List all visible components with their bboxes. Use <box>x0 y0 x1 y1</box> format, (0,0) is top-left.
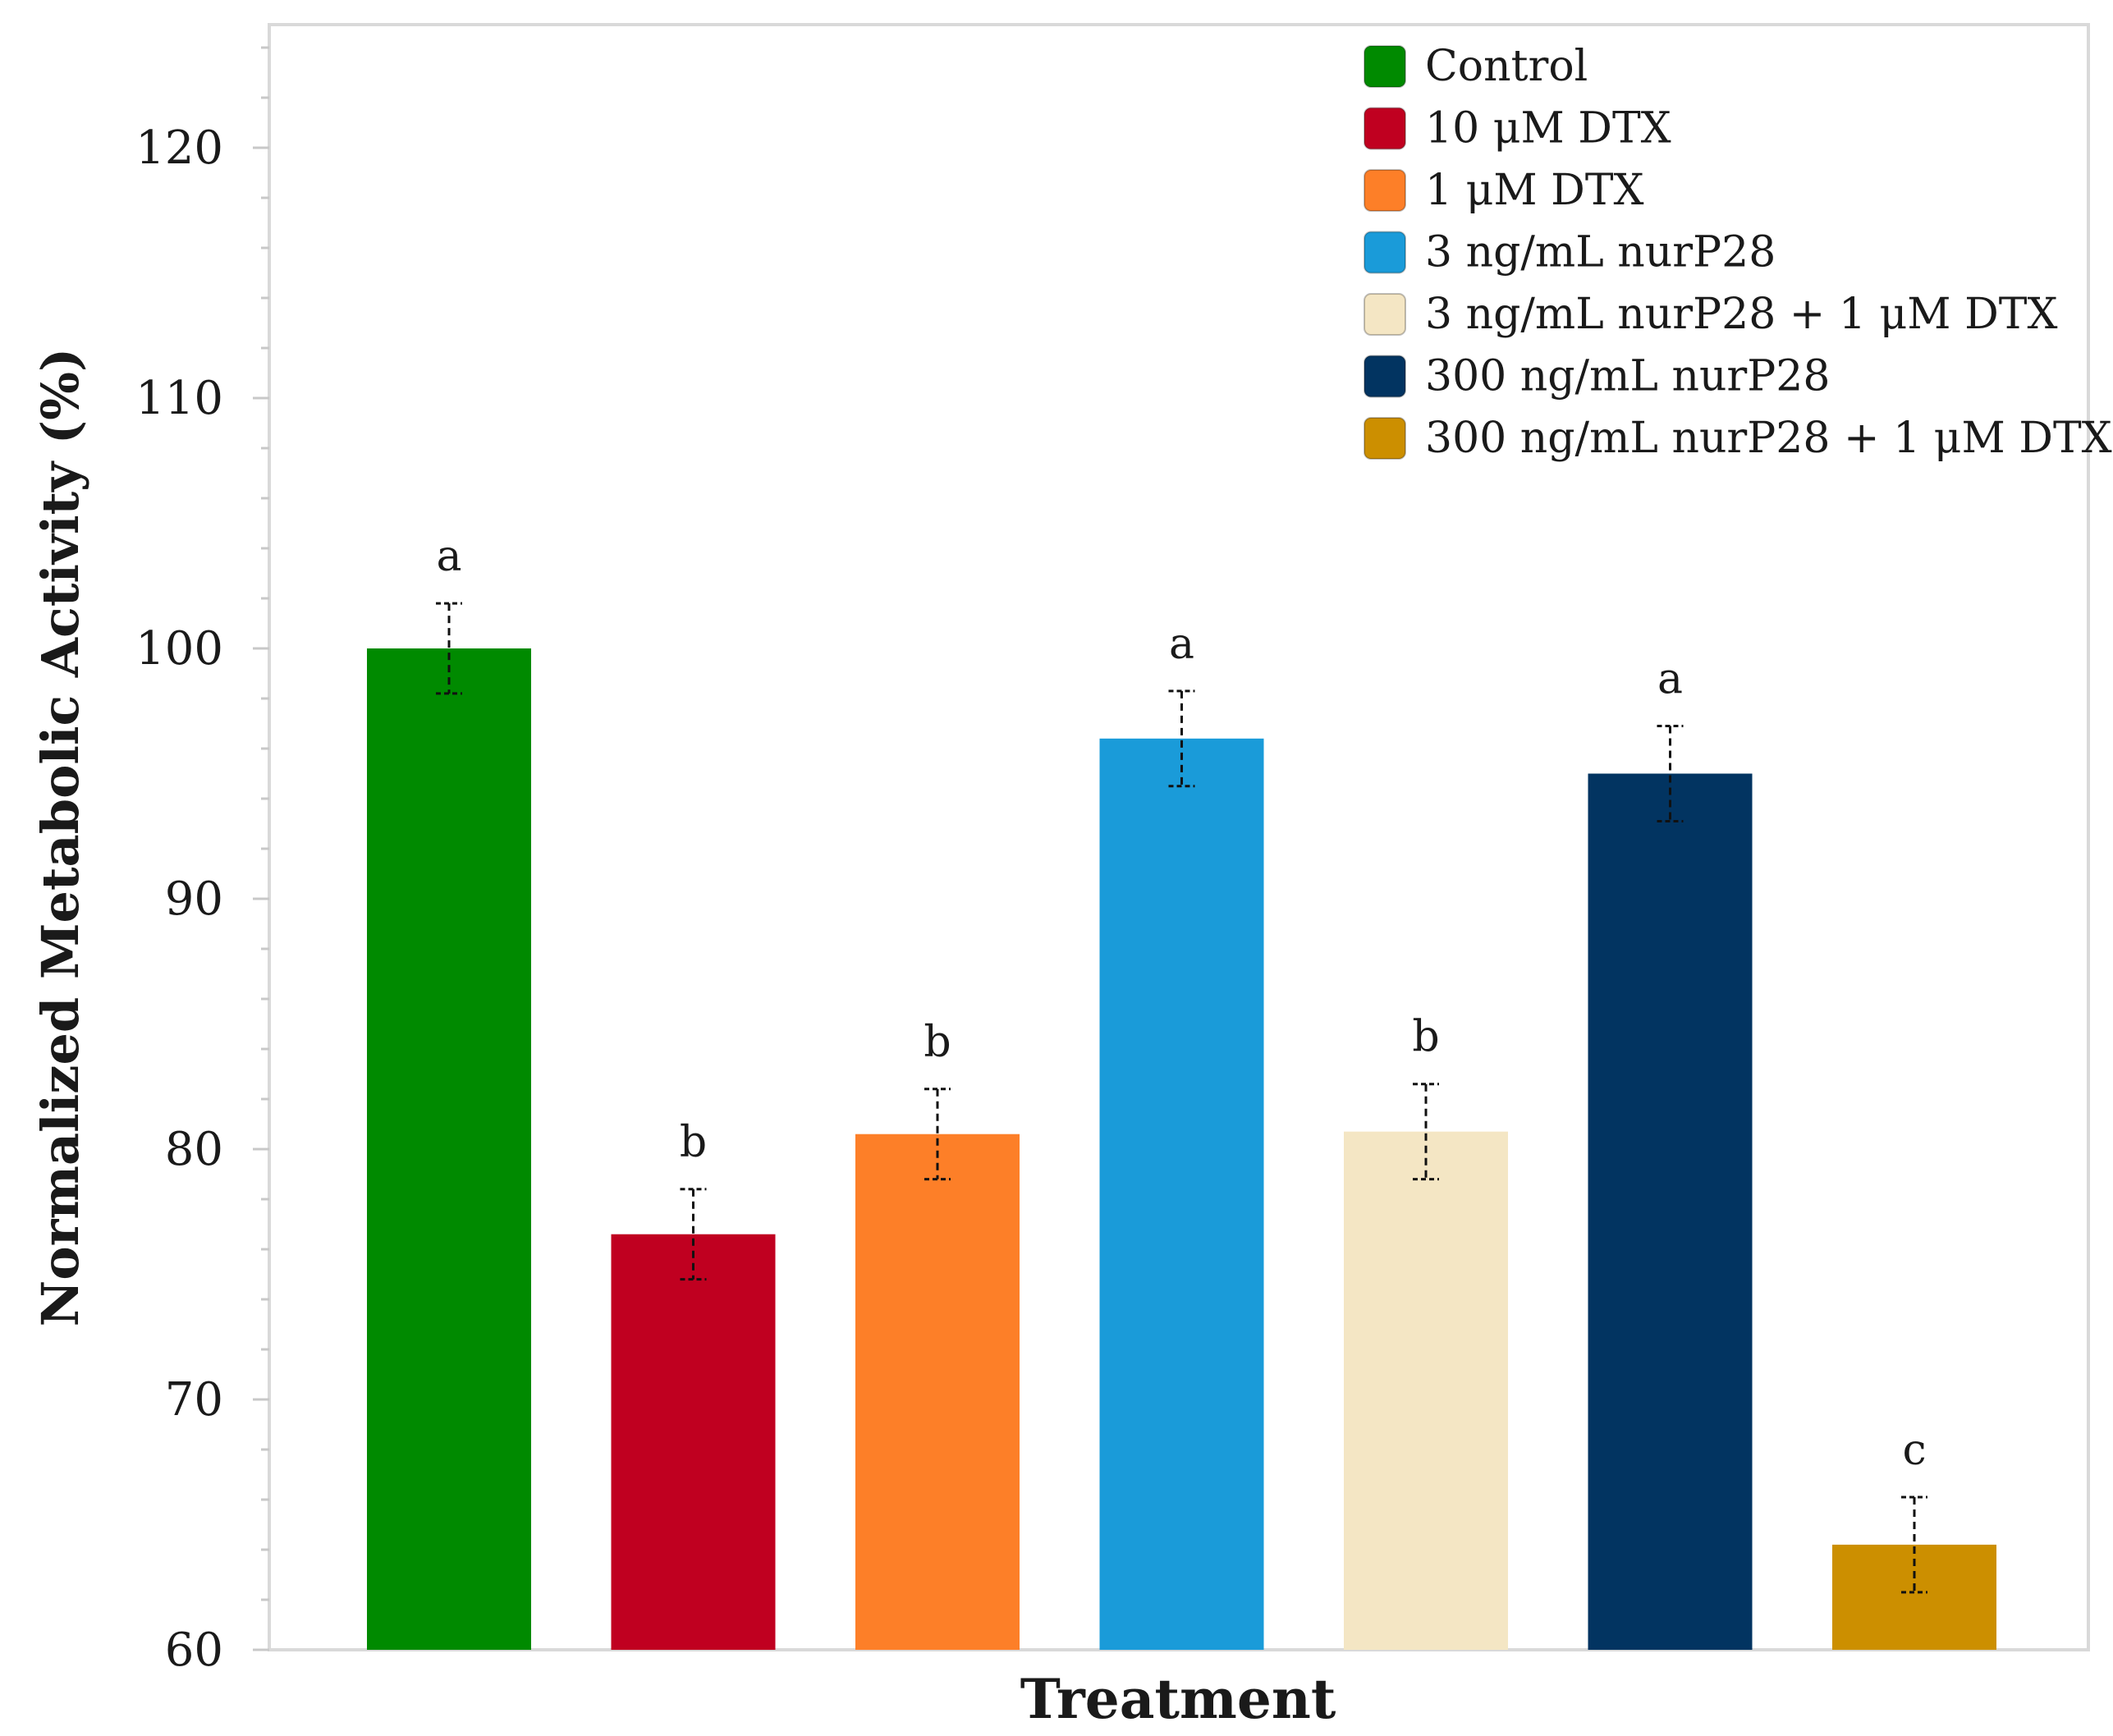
legend-label: 10 μM DTX <box>1425 104 1671 153</box>
significance-letter: c <box>1902 1426 1926 1475</box>
legend-label: 300 ng/mL nurP28 <box>1425 352 1830 401</box>
y-tick-label: 120 <box>135 121 223 175</box>
significance-labels: a b b a b a c <box>436 532 1926 1475</box>
legend-swatch <box>1364 169 1406 212</box>
significance-letter: b <box>1412 1013 1439 1062</box>
bar <box>1099 738 1264 1650</box>
bar <box>367 648 531 1650</box>
bar <box>1344 1131 1508 1650</box>
y-tick-label: 90 <box>165 873 223 926</box>
y-axis: 60 70 80 90 100 110 120 <box>135 46 269 1677</box>
legend: Control 10 μM DTX 1 μM DTX 3 ng/mL nurP28 3 … <box>1364 42 2112 463</box>
legend-label: 3 ng/mL nurP28 <box>1425 228 1776 277</box>
bars <box>367 648 1996 1650</box>
y-axis-title: Normalized Metabolic Activity (%) <box>30 348 90 1327</box>
legend-label: 300 ng/mL nurP28 + 1 μM DTX <box>1425 414 2112 463</box>
error-bars <box>436 602 1927 1594</box>
y-tick-label: 100 <box>135 622 223 676</box>
legend-swatch <box>1364 45 1406 88</box>
y-tick-label: 70 <box>165 1373 223 1427</box>
legend-swatch <box>1364 417 1406 460</box>
significance-letter: a <box>1657 655 1683 704</box>
bar <box>855 1134 1020 1650</box>
significance-letter: a <box>1169 620 1194 669</box>
significance-letter: b <box>680 1118 707 1167</box>
legend-swatch <box>1364 293 1406 336</box>
bar <box>1588 773 1753 1650</box>
legend-swatch <box>1364 231 1406 274</box>
bar <box>611 1234 776 1650</box>
legend-label: Control <box>1425 42 1588 91</box>
x-axis-title: Treatment <box>1020 1667 1336 1731</box>
legend-swatch <box>1364 355 1406 398</box>
y-tick-label: 60 <box>165 1624 223 1677</box>
legend-label: 3 ng/mL nurP28 + 1 μM DTX <box>1425 290 2057 339</box>
legend-label: 1 μM DTX <box>1425 166 1644 215</box>
significance-letter: b <box>924 1018 951 1067</box>
legend-swatch <box>1364 107 1406 150</box>
y-tick-label: 80 <box>165 1123 223 1176</box>
y-tick-label: 110 <box>135 372 223 425</box>
significance-letter: a <box>436 532 461 581</box>
